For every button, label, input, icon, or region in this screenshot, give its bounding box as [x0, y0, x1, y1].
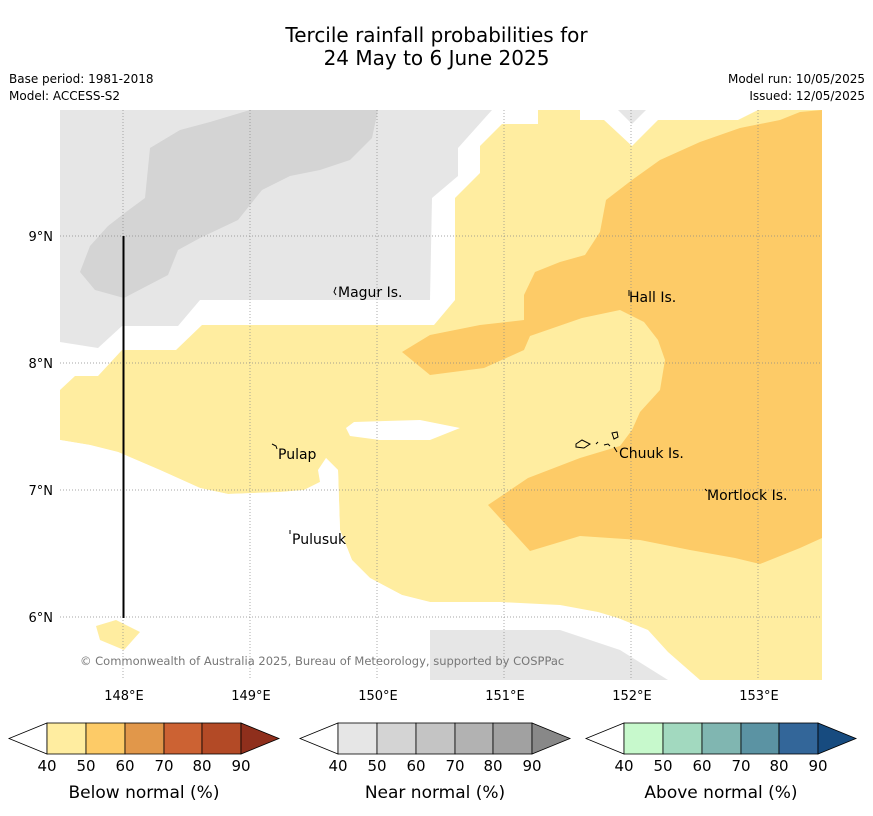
below-normal-50-60-region-ne — [402, 110, 822, 564]
legend-near-normal — [298, 722, 572, 755]
legend-above-swatch-40-50 — [623, 722, 664, 755]
chuuk-island-outline — [575, 431, 619, 453]
place-label-pulap: Pulap — [278, 447, 317, 463]
legend-near-label: Near normal (%) — [365, 783, 505, 803]
map-title-line2: 24 May to 6 June 2025 — [323, 46, 550, 70]
legend-below-swatch-40-50 — [46, 722, 87, 755]
legend-near-arrow-high — [531, 722, 572, 755]
legend-below-tick-80: 80 — [192, 757, 211, 775]
legend-below-normal — [7, 722, 281, 755]
place-label-pulusuk: Pulusuk — [292, 532, 347, 548]
legend-below-tick-90: 90 — [231, 757, 250, 775]
legend-above-tick-70: 70 — [731, 757, 750, 775]
legend-above-normal — [584, 722, 858, 755]
lon-label-149e: 149°E — [231, 689, 271, 704]
legend-below-swatch-80-90 — [201, 722, 242, 755]
legend-below-swatch-50-60 — [85, 722, 126, 755]
place-label-mortlock: Mortlock Is. — [707, 488, 787, 504]
lat-label-6n: 6°N — [29, 611, 54, 626]
legend-below-tick-60: 60 — [115, 757, 134, 775]
legend-near-swatch-50-60 — [376, 722, 417, 755]
legend-above-label: Above normal (%) — [644, 783, 797, 803]
legend-below-tick-70: 70 — [154, 757, 173, 775]
legend-above-arrow-low — [584, 722, 625, 755]
legend-above-tick-60: 60 — [692, 757, 711, 775]
lat-label-8n: 8°N — [29, 357, 54, 372]
legend-near-tick-60: 60 — [406, 757, 425, 775]
magur-island-outline — [333, 286, 337, 296]
legend-below-arrow-low — [7, 722, 48, 755]
legend-near-tick-40: 40 — [328, 757, 347, 775]
near-normal-40-50-region-s — [398, 630, 668, 680]
map-area — [60, 110, 822, 680]
legend-below-label: Below normal (%) — [69, 783, 220, 803]
legend-below-tick-40: 40 — [37, 757, 56, 775]
legend-near-tick-90: 90 — [522, 757, 541, 775]
legend-near-swatch-70-80 — [454, 722, 494, 755]
legend-above-swatch-60-70 — [701, 722, 742, 755]
legend-above-swatch-70-80 — [740, 722, 780, 755]
model-run: Model run: 10/05/2025 — [727, 72, 865, 86]
near-normal-50-60-region — [80, 110, 378, 298]
legend-above-tick-40: 40 — [614, 757, 633, 775]
legend-above-tick-50: 50 — [653, 757, 672, 775]
place-label-magur: Magur Is. — [338, 285, 403, 301]
lon-label-151e: 151°E — [485, 689, 525, 704]
pulap-island-outline — [271, 443, 278, 450]
lon-label-148e: 148°E — [104, 689, 144, 704]
legend-near-swatch-40-50 — [337, 722, 378, 755]
lon-label-153e: 153°E — [739, 689, 779, 704]
issued-date: Issued: 12/05/2025 — [749, 89, 865, 103]
legend-above-arrow-high — [817, 722, 858, 755]
legend-near-arrow-low — [298, 722, 339, 755]
legend-near-swatch-80-90 — [492, 722, 533, 755]
white-hole-magur — [346, 420, 460, 440]
mortlock-island-outline — [704, 488, 708, 492]
legend-near-swatch-60-70 — [415, 722, 456, 755]
near-normal-40-50-region-ne — [618, 110, 646, 124]
copyright-notice: © Commonwealth of Australia 2025, Bureau… — [80, 654, 564, 668]
legend-below-tick-50: 50 — [76, 757, 95, 775]
gridlines — [60, 110, 822, 680]
lat-label-9n: 9°N — [29, 230, 54, 245]
legend-near-tick-50: 50 — [367, 757, 386, 775]
lon-label-152e: 152°E — [612, 689, 652, 704]
base-period: Base period: 1981-2018 — [9, 72, 154, 86]
model-name: Model: ACCESS-S2 — [9, 89, 121, 103]
white-hole-sw — [60, 440, 430, 680]
below-normal-40-50-islet — [96, 620, 140, 650]
legend-below-swatch-70-80 — [163, 722, 203, 755]
lon-label-150e: 150°E — [358, 689, 398, 704]
legend-above-tick-80: 80 — [769, 757, 788, 775]
legend-below-swatch-60-70 — [124, 722, 165, 755]
legend-near-tick-80: 80 — [483, 757, 502, 775]
legend-above-swatch-50-60 — [662, 722, 703, 755]
place-label-chuuk: Chuuk Is. — [619, 446, 684, 462]
legend-above-swatch-80-90 — [778, 722, 819, 755]
map-title-line1: Tercile rainfall probabilities for — [285, 23, 588, 47]
legend-below-arrow-high — [240, 722, 281, 755]
lat-label-7n: 7°N — [29, 484, 54, 499]
place-label-hall: Hall Is. — [629, 290, 676, 306]
island-outlines — [271, 286, 708, 534]
legend-near-tick-70: 70 — [445, 757, 464, 775]
legend-above-tick-90: 90 — [808, 757, 827, 775]
